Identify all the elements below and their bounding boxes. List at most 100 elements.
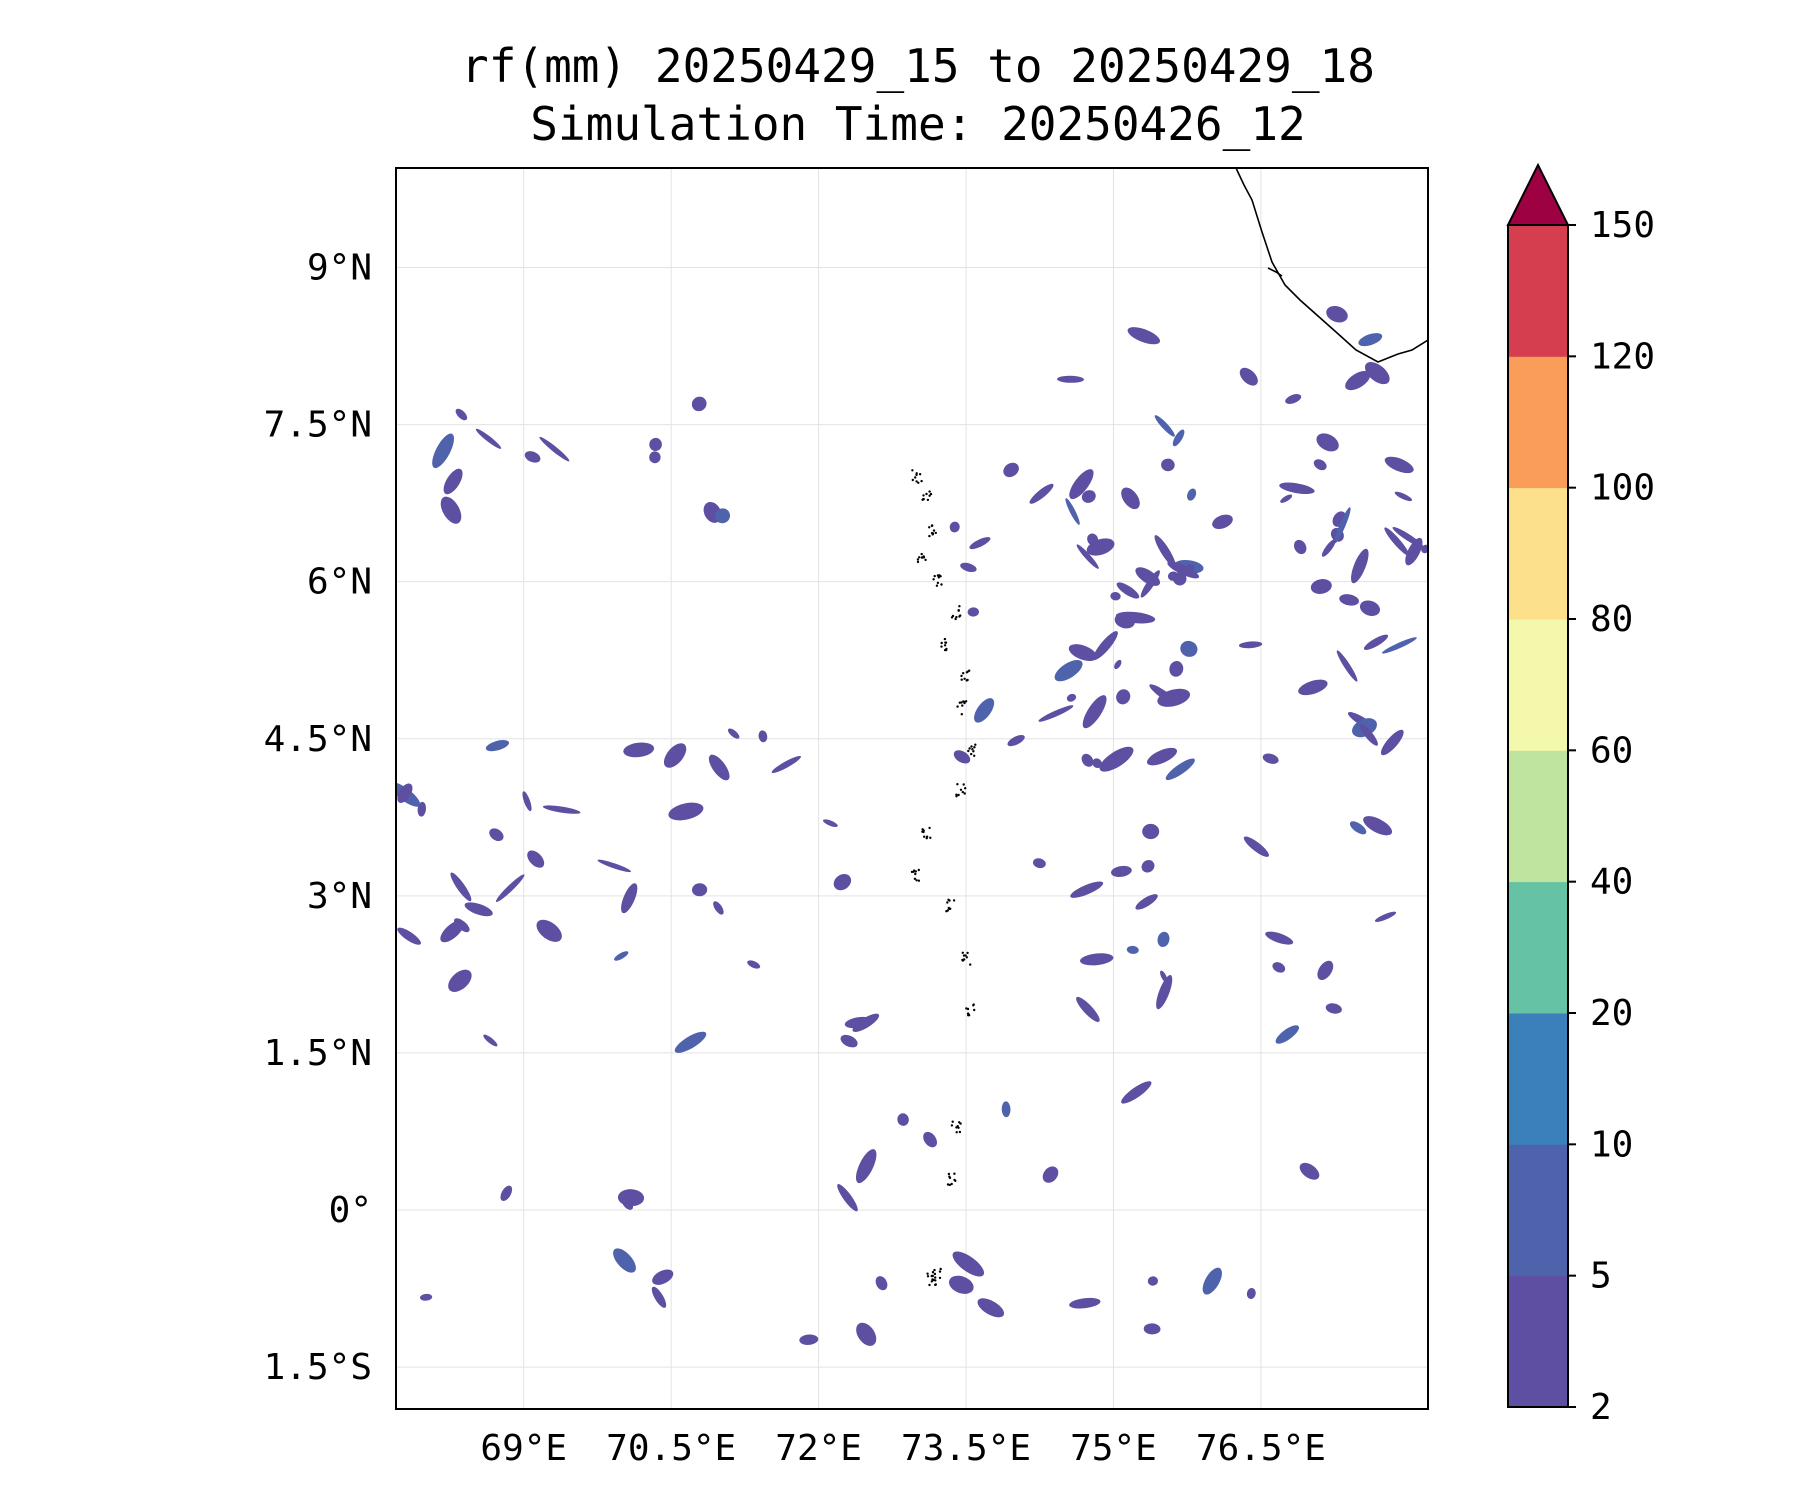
rain-contour (448, 969, 472, 992)
atoll-dot (935, 584, 939, 587)
rain-contour (432, 433, 455, 469)
rain-contour (1038, 705, 1074, 722)
rain-contour (475, 428, 502, 449)
rain-contour (1126, 945, 1139, 954)
colorbar-segment (1508, 487, 1568, 620)
rain-contour (692, 883, 708, 897)
atoll-dot (946, 1183, 950, 1186)
atoll-dot (938, 574, 941, 577)
lon-tick-label: 69°E (480, 1428, 567, 1469)
rain-contour (1359, 600, 1381, 616)
rain-contour (1238, 641, 1263, 649)
rain-contour (1321, 539, 1336, 557)
atoll-dot (968, 747, 971, 750)
atoll-dot (933, 1268, 936, 1272)
rain-contour (617, 1189, 645, 1207)
atoll-dot (963, 677, 966, 680)
rain-contour (897, 1113, 909, 1126)
atoll-dot (914, 476, 917, 479)
atoll-dot (958, 605, 961, 608)
atoll-dot (928, 490, 931, 493)
atoll-dot (914, 872, 917, 876)
atoll-dot (947, 898, 950, 901)
colorbar-tick-label: 100 (1590, 468, 1655, 509)
rain-contour (597, 859, 632, 873)
atoll-dot (934, 1276, 937, 1279)
atoll-dot (958, 1130, 962, 1134)
rain-contour (1143, 1323, 1161, 1335)
rain-contour (623, 742, 655, 758)
atoll-dot (922, 555, 925, 558)
colorbar-segment (1508, 1013, 1568, 1145)
rain-contour (1334, 507, 1351, 544)
rain-contour (1160, 970, 1168, 983)
atoll-dot (964, 787, 967, 790)
rain-contour (1374, 911, 1397, 922)
rain-contour (1057, 375, 1084, 383)
atoll-dot (959, 614, 962, 617)
atoll-dot (970, 752, 973, 756)
atoll-dot (961, 790, 964, 794)
rain-contour (1154, 415, 1175, 437)
rain-contour (539, 436, 570, 462)
atoll-dot (966, 1007, 970, 1011)
atoll-dot (950, 1124, 954, 1127)
rain-contour (713, 901, 724, 915)
rain-contour (1069, 469, 1094, 500)
rain-contour (974, 698, 995, 723)
rain-contour (651, 1286, 667, 1308)
rain-contour (840, 1034, 858, 1048)
rain-contour (483, 1034, 498, 1047)
atoll-dot (974, 743, 977, 746)
atoll-dot (922, 494, 925, 497)
rain-contour (1147, 1276, 1158, 1286)
rain-contour (1180, 640, 1198, 657)
rain-contour (443, 468, 463, 495)
rain-contour (1007, 735, 1025, 747)
atoll-dot (952, 899, 956, 902)
rain-contour (614, 951, 629, 961)
atoll-dot (938, 1270, 942, 1273)
rain-contour (1121, 1081, 1152, 1104)
atoll-dot (960, 678, 963, 681)
atoll-dot (967, 749, 970, 753)
atoll-dot (973, 754, 976, 757)
atoll-dot (924, 558, 927, 562)
atoll-dot (934, 531, 937, 535)
rain-contour (1065, 498, 1080, 525)
rain-contour (1279, 482, 1315, 495)
rain-contour (1135, 894, 1158, 910)
atoll-dot (950, 1182, 953, 1186)
lon-tick-label: 72°E (775, 1428, 862, 1469)
lat-tick-label: 1.5°N (264, 1033, 372, 1074)
colorbar-segment (1508, 225, 1568, 357)
atoll-dot (918, 473, 922, 476)
rainfall-contours (396, 305, 1428, 1346)
rain-contour (960, 562, 977, 573)
rain-contour (495, 874, 525, 902)
rain-contour (923, 1131, 937, 1148)
rain-contour (1326, 305, 1348, 323)
atoll-dot (965, 956, 968, 959)
rain-contour (1293, 539, 1307, 555)
rain-contour (1116, 582, 1140, 599)
rain-contour (833, 873, 852, 891)
atoll-dot (962, 954, 966, 957)
atoll-dot (960, 713, 963, 716)
rain-contour (455, 408, 468, 421)
colorbar: 2 5 10 20 40 60 80 100 120 150 (1506, 162, 1655, 1428)
atoll-dot (956, 705, 959, 708)
rain-contour (1081, 490, 1096, 503)
atoll-dot (932, 529, 936, 532)
rain-contour (1115, 611, 1156, 624)
atoll-dot (916, 558, 920, 561)
atoll-dot (920, 479, 923, 483)
rain-contour (1298, 679, 1328, 696)
atoll-dot (971, 748, 974, 751)
rain-contour (948, 1275, 974, 1294)
colorbar-tick-label: 20 (1590, 993, 1633, 1034)
coastline (1235, 168, 1428, 363)
rain-contour (397, 927, 421, 945)
atoll-dot (954, 617, 957, 621)
